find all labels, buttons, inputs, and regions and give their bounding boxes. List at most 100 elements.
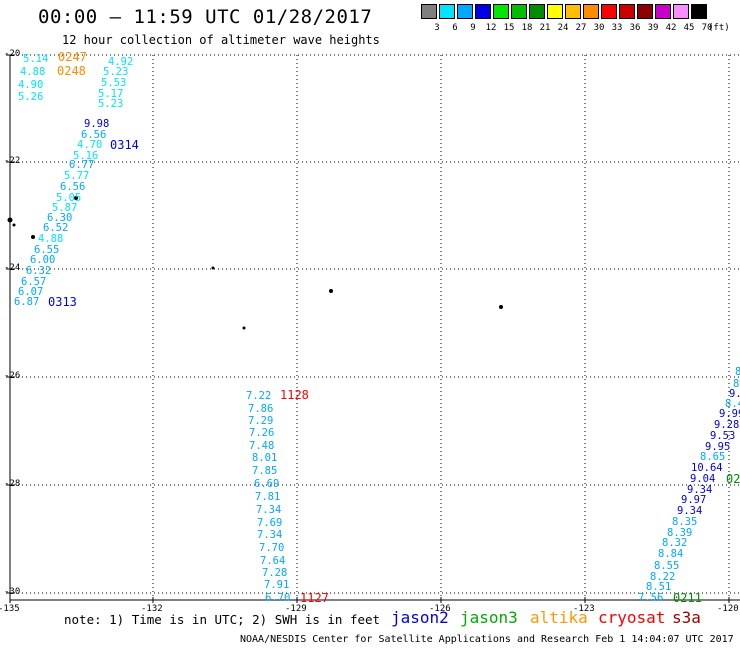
island-marker	[31, 235, 35, 239]
color-swatch	[547, 4, 563, 19]
wave-height-value: 7.29	[248, 415, 274, 427]
color-swatch	[673, 4, 689, 19]
legend-altika: altika	[530, 608, 588, 627]
color-scale-label: 15	[503, 23, 515, 33]
wave-height-value: 7.28	[262, 567, 288, 579]
latitude-label: -20	[4, 49, 21, 59]
island-marker	[499, 305, 503, 309]
wave-height-value: 6.30	[47, 212, 73, 224]
island-marker	[74, 196, 78, 200]
color-swatch	[493, 4, 509, 19]
wave-height-value: 8.32	[662, 537, 688, 549]
wave-height-value: 5.17	[98, 88, 124, 100]
legend-s3a: s3a	[672, 608, 701, 627]
longitude-label: -132	[141, 604, 163, 614]
wave-height-value: 8.35	[672, 516, 698, 528]
wave-height-value: 8.65	[700, 451, 726, 463]
wave-height-value: 9.04	[690, 473, 716, 485]
color-scale-unit: (ft)	[708, 23, 730, 33]
color-swatch	[565, 4, 581, 19]
wave-height-value: 6.55	[34, 244, 60, 256]
wave-height-value: 9.	[729, 388, 740, 400]
latitude-label: -28	[4, 479, 21, 489]
page-title: 00:00 — 11:59 UTC 01/28/2017	[38, 6, 373, 28]
wave-height-value: 7.86	[248, 403, 274, 415]
wave-height-value: 7.34	[256, 504, 282, 516]
wave-height-value: 6.56	[81, 129, 107, 141]
island-marker	[329, 289, 333, 293]
wave-height-value: 9.34	[687, 484, 713, 496]
color-scale-label: 9	[470, 23, 476, 33]
wave-height-value: 4.70	[77, 139, 103, 151]
wave-height-value: 4.92	[108, 56, 134, 68]
wave-height-value: 6.52	[43, 222, 69, 234]
color-scale-label: 6	[452, 23, 458, 33]
wave-height-value: 5.16	[73, 150, 99, 162]
wave-height-value: 6.87	[14, 296, 40, 308]
color-scale-label: 3	[434, 23, 440, 33]
wave-height-value: 8.84	[658, 548, 684, 560]
wave-height-value: 9.97	[681, 494, 707, 506]
wave-height-value: 7.34	[257, 529, 283, 541]
wave-height-value: 4.88	[38, 233, 64, 245]
longitude-label: -126	[429, 604, 451, 614]
color-swatch	[439, 4, 455, 19]
color-scale-label: 24	[557, 23, 569, 33]
wave-height-value: 9.34	[677, 505, 703, 517]
wave-height-value: 6.57	[21, 276, 47, 288]
wave-height-value: 4.88	[20, 66, 46, 78]
color-scale-label: 30	[593, 23, 605, 33]
wave-height-value: 5.77	[64, 170, 90, 182]
wave-height-value: 8	[733, 378, 740, 390]
pass-time-label: 1127	[300, 591, 329, 605]
credit-line: NOAA/NESDIS Center for Satellite Applica…	[240, 634, 734, 645]
wave-height-value: 8.4	[725, 398, 740, 410]
wave-height-value: 9.98	[84, 118, 110, 130]
wave-height-value: 7.64	[260, 555, 286, 567]
wave-height-value: 4.90	[18, 79, 44, 91]
color-scale-label: 33	[611, 23, 623, 33]
color-scale-label: 36	[629, 23, 641, 33]
color-scale-label: 39	[647, 23, 659, 33]
wave-height-value: 6.69	[254, 478, 280, 490]
color-scale-label: 21	[539, 23, 551, 33]
color-swatch	[511, 4, 527, 19]
wave-height-value: 7.22	[246, 390, 272, 402]
legend-jason2: jason2	[391, 608, 449, 627]
wave-height-value: 7.69	[257, 517, 283, 529]
wave-height-value: 9.99	[719, 408, 740, 420]
wave-height-value: 5.26	[18, 91, 44, 103]
color-swatch	[583, 4, 599, 19]
wave-height-value: 6.56	[60, 181, 86, 193]
wave-height-value: 6.77	[69, 159, 95, 171]
wave-height-value: 9.28	[714, 419, 740, 431]
island-marker	[7, 217, 13, 223]
latitude-label: -26	[4, 371, 21, 381]
color-scale-label: 27	[575, 23, 587, 33]
color-scale-label: 18	[521, 23, 533, 33]
longitude-label: -123	[573, 604, 595, 614]
island-marker	[12, 223, 16, 227]
wave-height-value: 9.95	[705, 441, 731, 453]
map-grid	[6, 54, 740, 603]
wave-height-value: 6.00	[30, 254, 56, 266]
color-swatch	[655, 4, 671, 19]
pass-time-label: 0211	[673, 591, 702, 605]
color-swatch	[691, 4, 707, 19]
wave-height-value: 5.05	[56, 192, 82, 204]
color-swatch	[601, 4, 617, 19]
pass-time-label: 02	[726, 472, 740, 486]
wave-height-value: 7.48	[249, 440, 275, 452]
wave-height-value: 7.81	[255, 491, 281, 503]
color-swatch	[619, 4, 635, 19]
island-marker	[211, 266, 215, 270]
wave-height-value: 6.32	[26, 265, 52, 277]
color-swatch	[475, 4, 491, 19]
wave-height-value: 9.53	[710, 430, 736, 442]
pass-time-label: 0314	[110, 138, 139, 152]
wave-height-value: 7.26	[249, 427, 275, 439]
color-swatch	[457, 4, 473, 19]
wave-height-value: 7.85	[252, 465, 278, 477]
wave-height-value: 7.56	[638, 592, 664, 604]
